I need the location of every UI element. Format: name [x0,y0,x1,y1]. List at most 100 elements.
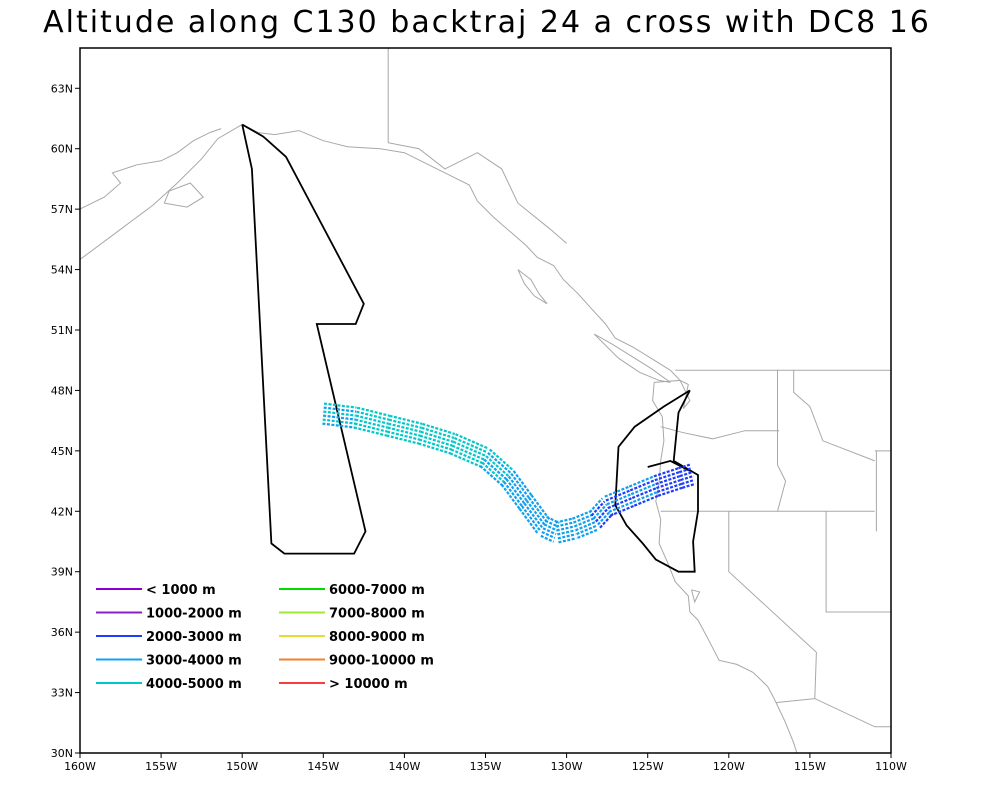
lon-tick-label: 115W [794,760,826,773]
trajectory-segment [576,524,597,536]
legend-label: 1000-2000 m [146,607,242,622]
trajectory-segment [481,461,506,484]
lat-tick-label: 36N [51,626,73,639]
trajectory-segment [543,523,558,532]
trajectory-segment [505,478,526,504]
lat-tick-label: 48N [51,384,73,397]
lat-tick-label: 63N [51,82,73,95]
border-segment [387,48,567,244]
trajectory-segment [653,467,679,478]
lon-tick-label: 125W [632,760,664,773]
trajectory-segment [487,451,512,474]
legend-label: 4000-5000 m [146,677,242,692]
trajectory-segment [387,426,421,437]
trajectory-segment [422,422,456,436]
trajectory-segment [485,455,510,478]
trajectory-segment [679,470,694,478]
lon-tick-label: 145W [307,760,339,773]
trajectory-segment [453,436,488,454]
lat-tick-label: 45N [51,445,73,458]
border-segment [660,426,780,440]
trajectory-segment [590,500,606,517]
backtrajectory-layer [322,402,696,544]
legend-label: < 1000 m [146,583,216,598]
trajectory-segment [389,414,423,425]
trajectory-segment [418,438,453,451]
trajectory-segment [654,471,680,482]
coastline-segment [517,269,548,305]
trajectory-segment [557,533,576,540]
dc8-track-east-loop [614,389,699,573]
trajectory-segment [542,527,557,536]
longitude-axis: 160W 155W 150W 145W 140W 135W 130W 125W 120W 115W… [64,753,907,773]
coastline-segment [679,379,691,409]
border-segment [825,511,891,613]
trajectory-segment [523,502,543,529]
trajectory-segment [556,525,575,532]
trajectory-segment [510,472,530,499]
trajectory-segment [503,481,523,507]
trajectory-segment [577,528,598,539]
lat-tick-label: 33N [51,687,73,700]
trajectory-segment [500,483,521,510]
trajectory-segment [507,475,528,502]
trajectory-segment [354,422,388,433]
lon-tick-label: 130W [551,760,583,773]
trajectory-segment [525,499,546,526]
lon-tick-label: 160W [64,760,96,773]
trajectory-segment [657,486,683,497]
trajectory-segment [355,414,389,425]
lat-tick-label: 57N [51,203,73,216]
legend-label: 9000-10000 m [329,654,434,669]
trajectory-segment [521,505,541,531]
trajectory-segment [323,410,356,417]
trajectory-segment [420,430,454,443]
trajectory-segment [452,440,487,457]
legend-label: 6000-7000 m [329,583,425,598]
trajectory-segment [557,529,576,536]
trajectory-segment [323,406,357,413]
trajectory-segment [574,517,595,528]
lon-tick-label: 150W [226,760,258,773]
trajectory-segment [386,430,420,441]
legend-label: 2000-3000 m [146,630,242,645]
trajectory-segment [421,426,455,439]
trajectory-segment [594,506,610,523]
trajectory-segment [388,418,422,429]
legend-label: 7000-8000 m [329,607,425,622]
trajectory-segment [355,418,388,429]
border-segment [775,698,891,728]
trajectory-segment [322,422,356,429]
coastline-layer [80,123,798,753]
lat-tick-label: 60N [51,143,73,156]
border-segment [728,511,817,699]
altitude-legend: < 1000 m 1000-2000 m 2000-3000 m 3000-4000 … [96,583,434,692]
trajectory-segment [353,426,387,437]
trajectory-segment [678,467,693,474]
lat-tick-label: 39N [51,566,73,579]
trajectory-segment [455,433,489,450]
coastline-segment [163,182,205,208]
trajectory-segment [597,509,612,526]
lon-tick-label: 110W [875,760,907,773]
lon-tick-label: 155W [145,760,177,773]
trajectory-segment [488,448,514,471]
lat-tick-label: 30N [51,747,73,760]
trajectory-segment [558,537,577,544]
trajectory-segment [419,434,453,447]
lon-tick-label: 135W [470,760,502,773]
trajectory-segment [575,521,596,532]
legend-label: 3000-4000 m [146,654,242,669]
trajectory-segment [681,478,695,485]
trajectory-segment [541,531,556,539]
trajectory-segment [528,497,548,523]
trajectory-segment [450,448,485,465]
coastline-segment [593,333,671,383]
trajectory-segment [451,444,486,461]
trajectory-segment [555,521,575,528]
legend-label: 8000-9000 m [329,630,425,645]
coastline-segment [80,123,798,753]
trajectory-segment [530,494,551,520]
map-frame [79,47,892,754]
